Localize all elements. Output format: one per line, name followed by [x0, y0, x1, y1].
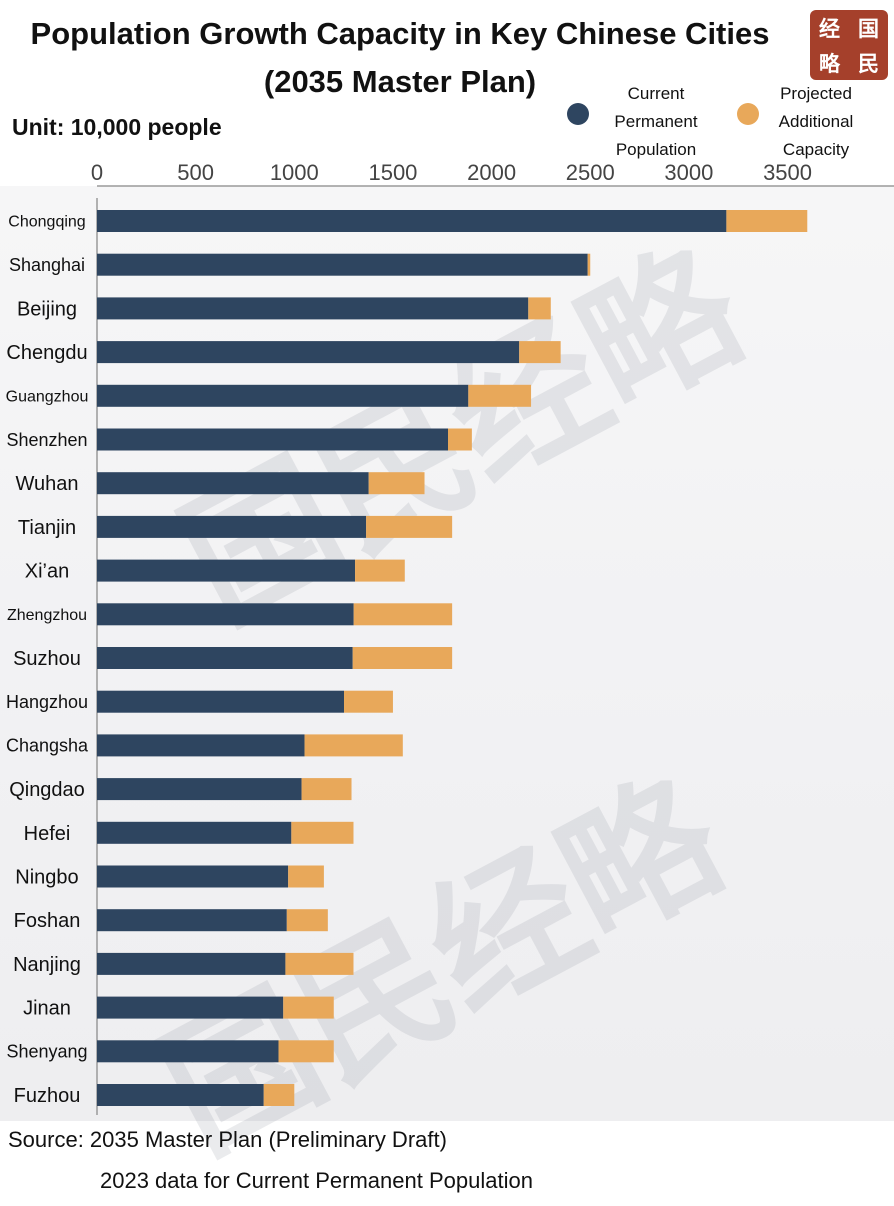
category-label: Zhengzhou	[7, 607, 87, 624]
bar-current	[97, 515, 367, 538]
bar-current	[97, 297, 529, 320]
bar-projected	[726, 210, 808, 232]
category-label: Tianjin	[18, 517, 76, 539]
chart-title-line1: Population Growth Capacity in Key Chines…	[30, 16, 770, 51]
bar-current	[97, 210, 727, 232]
source-line2: 2023 data for Current Permanent Populati…	[100, 1168, 533, 1193]
bar-current	[97, 428, 448, 451]
logo-char: 国	[858, 15, 879, 41]
legend-projected-label: Projected Additional Capacity	[778, 84, 854, 159]
category-label: Hangzhou	[6, 692, 88, 712]
bar-projected	[285, 952, 354, 975]
bar-projected	[288, 865, 324, 888]
bar-current	[97, 1040, 279, 1063]
logo-char: 略	[819, 50, 840, 76]
bar-projected	[366, 515, 453, 538]
category-label: Beijing	[17, 298, 77, 320]
category-label: Chengdu	[6, 342, 87, 364]
category-label: Shenzhen	[6, 430, 87, 450]
bar-projected	[263, 1084, 295, 1106]
x-tick-label: 0	[91, 160, 103, 185]
bar-projected	[304, 734, 403, 757]
legend-current-label: Current Permanent Population	[614, 84, 698, 159]
bar-projected	[286, 909, 328, 932]
bar-current	[97, 1084, 264, 1106]
category-label: Chongqing	[8, 214, 85, 231]
bar-current	[97, 559, 356, 582]
bar-current	[97, 690, 345, 713]
category-label: Ningbo	[15, 867, 78, 889]
bar-current	[97, 603, 354, 626]
bar-projected	[291, 821, 354, 844]
category-label: Guangzhou	[6, 388, 89, 405]
bar-projected	[353, 603, 453, 626]
bar-projected	[283, 996, 334, 1019]
category-label: Qingdao	[9, 779, 85, 801]
category-label: Wuhan	[15, 473, 78, 495]
logo-char: 民	[858, 50, 879, 76]
bar-projected	[519, 341, 561, 364]
bar-current	[97, 253, 588, 276]
x-tick-label: 2000	[467, 160, 516, 185]
category-label: Foshan	[14, 910, 81, 932]
bar-projected	[587, 253, 591, 276]
x-tick-label: 2500	[566, 160, 615, 185]
x-tick-label: 1000	[270, 160, 319, 185]
category-label: Suzhou	[13, 648, 81, 670]
bar-current	[97, 472, 369, 495]
bar-current	[97, 909, 287, 932]
category-label: Jinan	[23, 998, 71, 1020]
x-tick-label: 1500	[368, 160, 417, 185]
category-label: Shanghai	[9, 255, 85, 275]
bar-current	[97, 952, 286, 975]
bar-current	[97, 821, 292, 844]
x-tick-label: 3500	[763, 160, 812, 185]
category-label: Shenyang	[6, 1042, 87, 1062]
bar-projected	[447, 428, 472, 451]
category-label: Hefei	[24, 823, 71, 845]
bar-projected	[528, 297, 551, 320]
bar-projected	[344, 690, 393, 713]
bar-projected	[368, 472, 425, 495]
x-tick-label: 500	[177, 160, 214, 185]
bar-projected	[278, 1040, 334, 1063]
category-label: Nanjing	[13, 954, 81, 976]
unit-label: Unit: 10,000 people	[12, 114, 222, 140]
bar-current	[97, 996, 284, 1019]
x-tick-label: 3000	[664, 160, 713, 185]
bar-current	[97, 865, 289, 888]
bar-current	[97, 778, 302, 801]
bar-projected	[355, 559, 405, 582]
brand-logo: 经 国 略 民	[810, 10, 888, 80]
bar-projected	[468, 384, 532, 407]
bar-current	[97, 734, 305, 757]
bar-projected	[352, 647, 453, 669]
bar-current	[97, 647, 353, 669]
bar-current	[97, 341, 520, 364]
chart-title-line2: (2035 Master Plan)	[263, 64, 537, 99]
source-line1: Source: 2035 Master Plan (Preliminary Dr…	[8, 1127, 447, 1152]
category-label: Changsha	[6, 736, 89, 756]
legend-projected-swatch	[737, 103, 759, 125]
category-label: Fuzhou	[14, 1085, 81, 1107]
logo-char: 经	[819, 15, 840, 41]
bar-current	[97, 384, 469, 407]
category-label: Xi’an	[25, 561, 69, 583]
bar-projected	[301, 778, 352, 801]
legend-current-swatch	[567, 103, 589, 125]
